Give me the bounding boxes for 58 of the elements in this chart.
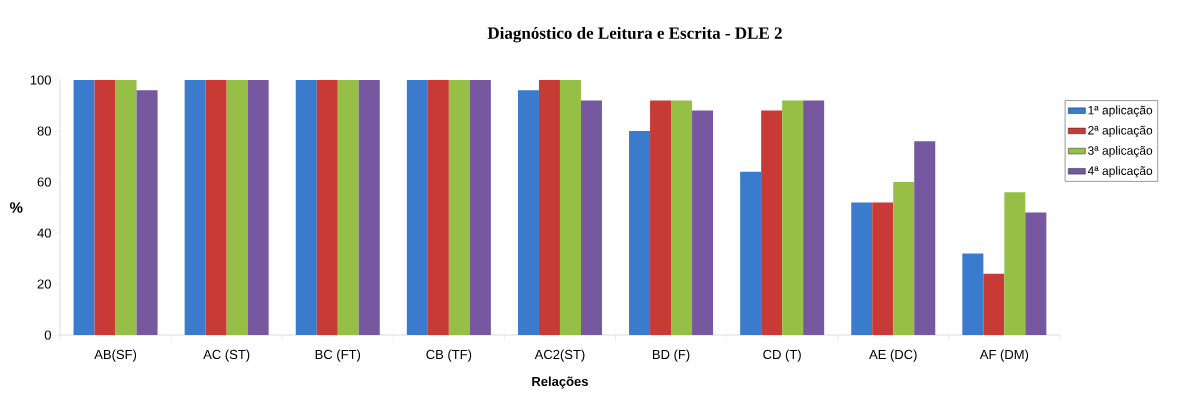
legend-label: 3ª aplicação bbox=[1088, 145, 1153, 158]
legend-label: 1ª aplicação bbox=[1088, 105, 1153, 117]
y-tick-label: 20 bbox=[37, 279, 51, 289]
x-tick-label: AB(SF) bbox=[94, 349, 137, 362]
bar bbox=[517, 90, 539, 335]
bar bbox=[650, 100, 672, 335]
bar bbox=[73, 79, 95, 335]
bar bbox=[538, 79, 560, 335]
y-tick-label: 60 bbox=[37, 177, 51, 187]
bar bbox=[358, 79, 380, 335]
chart-title: Diagnóstico de Leitura e Escrita - DLE 2 bbox=[487, 26, 782, 43]
bar bbox=[761, 110, 783, 335]
bar bbox=[851, 202, 873, 335]
bar bbox=[247, 79, 269, 335]
bar bbox=[671, 100, 693, 335]
bar bbox=[872, 202, 894, 335]
bar bbox=[295, 79, 317, 335]
x-tick-label: AF (DM) bbox=[979, 349, 1029, 362]
x-tick-label: BD (F) bbox=[652, 349, 690, 362]
bar bbox=[983, 273, 1005, 335]
bar bbox=[205, 79, 227, 335]
bar bbox=[1004, 192, 1026, 335]
x-axis-title: Relações bbox=[532, 376, 588, 389]
bar bbox=[448, 79, 470, 335]
x-tick-label: CD (T) bbox=[763, 349, 801, 362]
bar bbox=[962, 253, 984, 335]
y-tick-label: 100 bbox=[30, 75, 51, 85]
bar bbox=[629, 130, 651, 335]
bar bbox=[893, 181, 915, 335]
y-tick-label: 80 bbox=[37, 126, 51, 136]
bar bbox=[914, 141, 936, 335]
bar bbox=[94, 79, 116, 335]
bar bbox=[740, 171, 762, 335]
x-tick-label: BC (FT) bbox=[315, 349, 361, 362]
bar bbox=[406, 79, 428, 335]
legend-label: 4ª aplicação bbox=[1087, 166, 1153, 178]
y-axis-title: % bbox=[9, 202, 23, 213]
bar bbox=[226, 79, 248, 335]
bar bbox=[1025, 212, 1047, 335]
x-tick-label: AC (ST) bbox=[203, 349, 250, 362]
x-tick-label: AE (DC) bbox=[869, 349, 917, 362]
x-tick-label: AC2(ST) bbox=[534, 349, 585, 362]
bar bbox=[184, 79, 206, 335]
x-tick-label: CB (TF) bbox=[426, 349, 472, 362]
bar bbox=[692, 110, 714, 335]
bar bbox=[427, 79, 449, 335]
bar bbox=[803, 100, 825, 335]
bar bbox=[580, 100, 602, 335]
bar bbox=[316, 79, 338, 335]
y-tick-label: 40 bbox=[37, 228, 51, 238]
legend-label: 2ª aplicação bbox=[1088, 125, 1153, 138]
bar bbox=[115, 79, 137, 335]
bar bbox=[559, 79, 581, 335]
bar bbox=[782, 100, 804, 335]
bar bbox=[337, 79, 359, 335]
bar bbox=[469, 79, 491, 335]
bar bbox=[136, 90, 158, 335]
y-tick-label: 0 bbox=[44, 330, 51, 340]
